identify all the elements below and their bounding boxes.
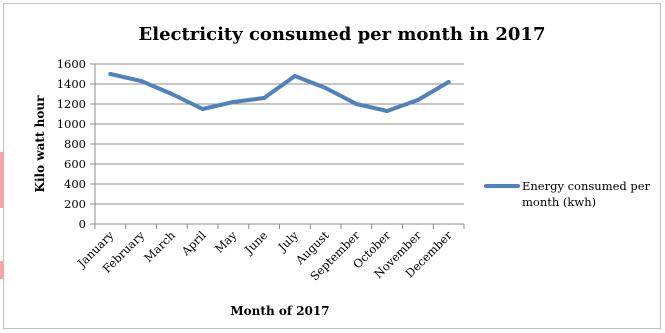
y-axis: 0 200 400 600 800 1000 1200 1400 1600 <box>57 57 96 231</box>
series-line <box>108 72 451 113</box>
data-point <box>139 79 144 83</box>
data-point <box>108 72 113 76</box>
y-tick-label: 800 <box>64 137 86 151</box>
legend-label-line: month (kwh) <box>522 195 596 209</box>
y-tick-label: 400 <box>64 177 86 191</box>
legend-label: Energy consumed per month (kwh) <box>522 179 651 209</box>
data-point <box>354 102 359 106</box>
edge-marker-bottom <box>0 261 4 279</box>
x-tick-label: April <box>178 228 209 259</box>
data-point <box>231 100 236 104</box>
y-axis-title: Kilo watt hour <box>33 95 47 193</box>
y-tick-label: 1000 <box>57 117 86 131</box>
y-tick-label: 600 <box>64 157 86 171</box>
data-point <box>323 86 328 90</box>
y-tick-label: 0 <box>79 217 86 231</box>
data-point <box>200 107 205 111</box>
x-tick-label: March <box>141 228 178 265</box>
chart-frame <box>3 3 661 329</box>
y-tick-label: 1400 <box>57 77 86 91</box>
data-point <box>385 109 390 113</box>
data-point <box>292 74 297 78</box>
legend-label-line: Energy consumed per <box>522 179 651 193</box>
chart-title: Electricity consumed per month in 2017 <box>139 24 546 45</box>
x-axis-title: Month of 2017 <box>230 304 329 318</box>
data-point <box>169 92 174 96</box>
y-tick-label: 200 <box>64 197 86 211</box>
x-tick-label: June <box>241 228 270 257</box>
legend: Energy consumed per month (kwh) <box>484 179 651 209</box>
data-point <box>262 96 267 100</box>
x-tick-label: May <box>212 228 240 256</box>
series-layer <box>108 72 451 113</box>
y-tick-label: 1200 <box>57 97 86 111</box>
edge-marker-top <box>0 152 4 208</box>
y-tick-label: 1600 <box>57 57 86 71</box>
x-tick-label: July <box>275 228 302 255</box>
data-point <box>415 98 420 102</box>
data-point <box>446 80 451 84</box>
